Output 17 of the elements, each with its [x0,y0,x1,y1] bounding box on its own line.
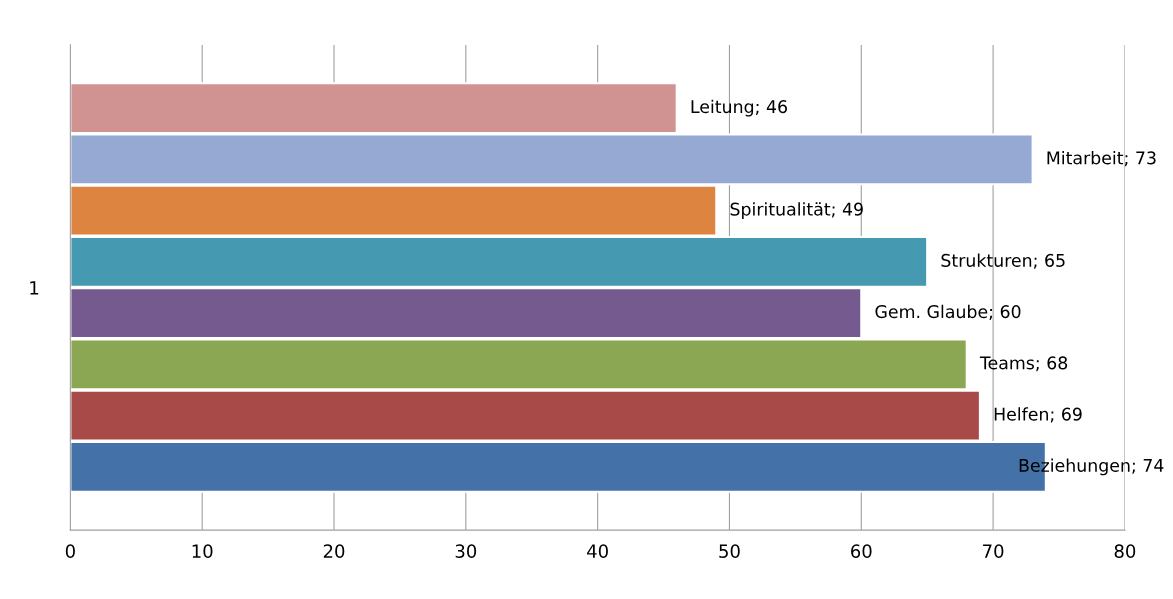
x-tick-label: 80 [1114,544,1136,558]
data-label: Teams; 68 [979,356,1068,372]
data-label: Leitung; 46 [691,99,787,117]
x-tick-label: 70 [983,544,1004,558]
x-tick-label: 10 [192,544,213,558]
x-tick-label: 20 [323,544,345,558]
y-tick-label: 1 [30,281,39,295]
x-tick-label: 60 [851,544,872,558]
data-label: Gem. Glaube; 60 [875,304,1021,320]
x-tick-label: 0 [65,544,75,558]
x-tick-label: 30 [455,544,477,558]
data-label: Helfen; 69 [994,407,1082,423]
x-tick-label: 50 [719,544,740,558]
data-label: Strukturen; 65 [941,253,1065,269]
data-label: Spiritualität; 49 [730,202,863,220]
data-label: Mitarbeit; 73 [1047,151,1156,167]
x-tick-label: 40 [587,544,608,558]
